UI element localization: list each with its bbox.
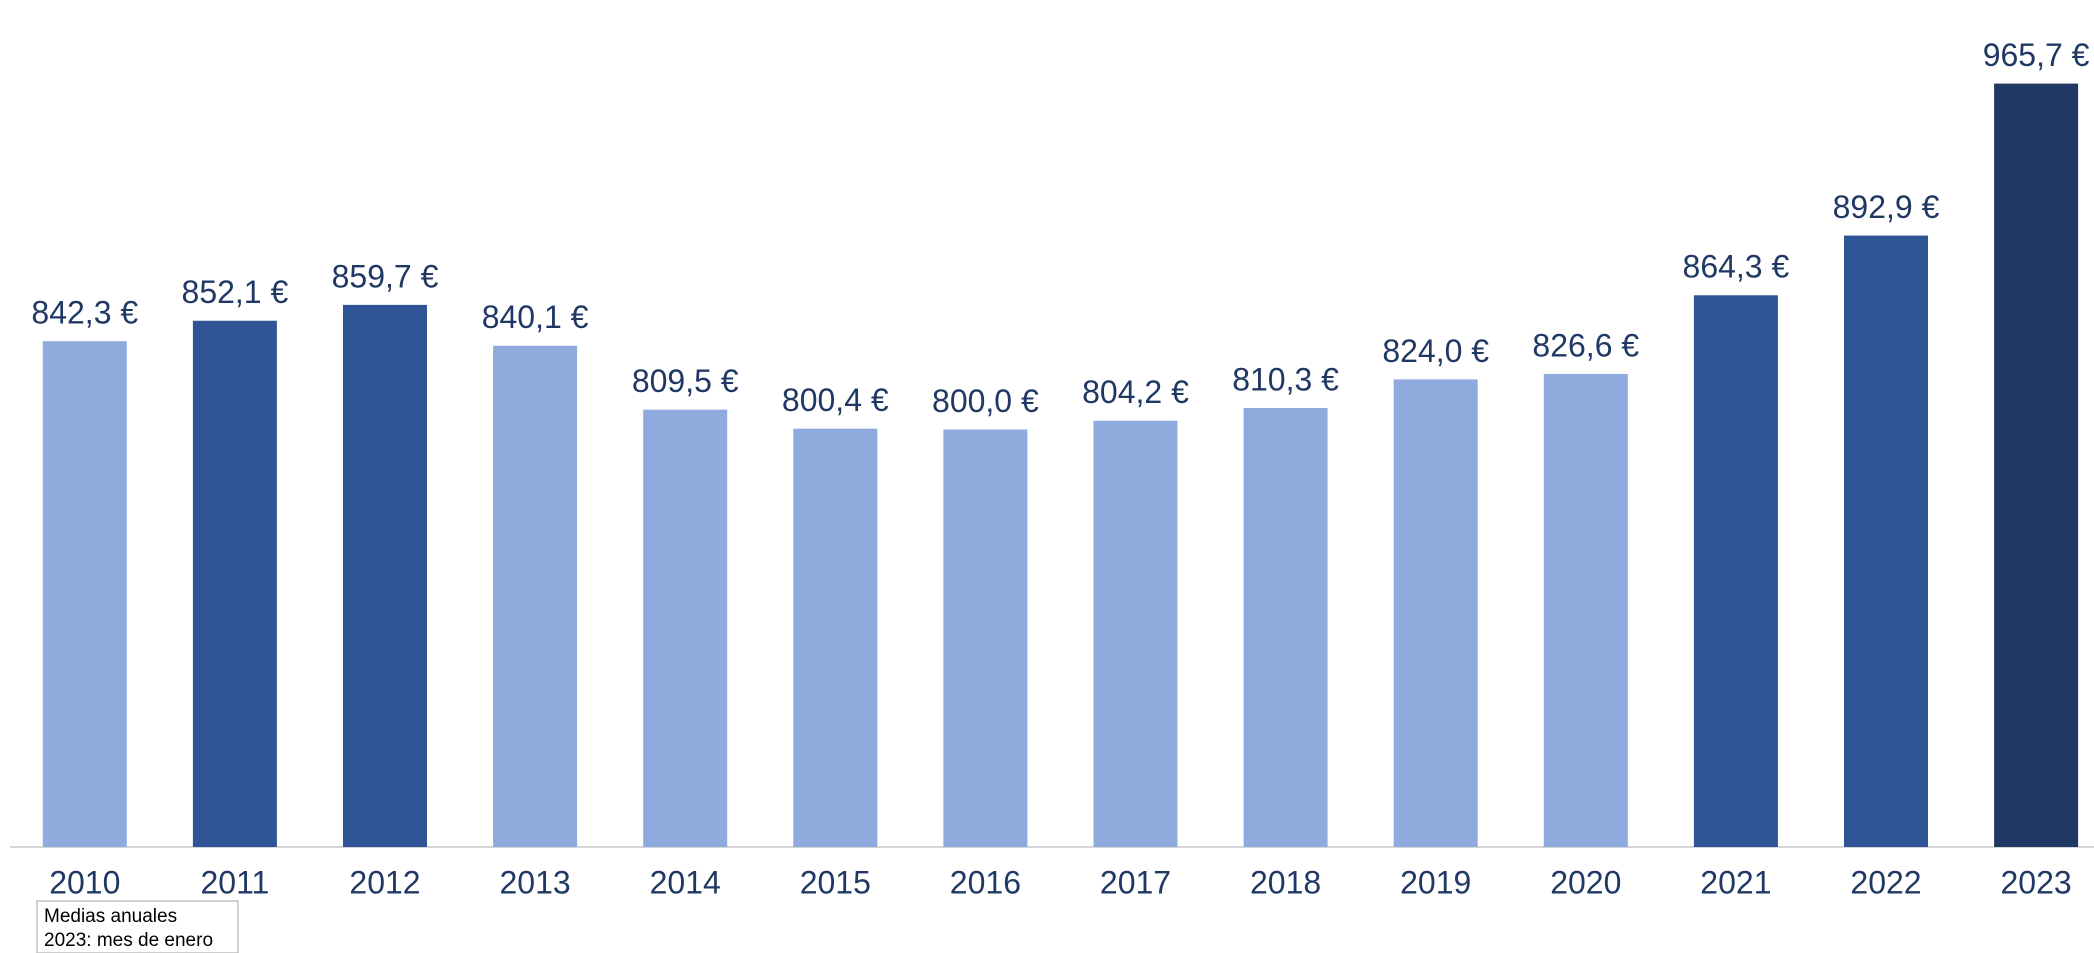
x-tick-label: 2012 [349, 864, 420, 900]
note-box [36, 900, 239, 953]
bar [943, 429, 1028, 847]
x-tick-label: 2020 [1550, 864, 1621, 900]
value-label: 859,7 € [332, 258, 439, 294]
x-tick-label: 2013 [500, 864, 571, 900]
value-label: 965,7 € [1983, 37, 2090, 73]
bar [493, 345, 578, 847]
x-tick-label: 2022 [1850, 864, 1921, 900]
value-label: 800,4 € [782, 382, 889, 418]
value-label: 804,2 € [1082, 374, 1189, 410]
value-label: 800,0 € [932, 383, 1039, 419]
value-label: 840,1 € [482, 299, 589, 335]
bar [643, 409, 728, 847]
bar [1844, 235, 1928, 848]
value-label: 842,3 € [31, 295, 138, 331]
bar [1093, 420, 1178, 847]
x-tick-label: 2016 [950, 864, 1021, 900]
note-line: 2023: mes de enero [44, 930, 213, 951]
x-tick-label: 2015 [800, 864, 871, 900]
bar [793, 428, 878, 847]
bar [1393, 379, 1478, 847]
bar [1243, 407, 1328, 847]
x-tick-label: 2017 [1100, 864, 1171, 900]
x-tick-label: 2018 [1250, 864, 1321, 900]
bar [343, 304, 427, 848]
x-tick-label: 2014 [650, 864, 721, 900]
value-label: 810,3 € [1232, 361, 1339, 397]
value-label: 852,1 € [182, 274, 289, 310]
x-tick-label: 2011 [200, 864, 269, 900]
bar [1543, 373, 1628, 847]
bar [1994, 83, 2079, 847]
x-tick-label: 2019 [1400, 864, 1471, 900]
value-label: 892,9 € [1833, 189, 1940, 225]
note-line: Medias anuales [44, 906, 177, 927]
value-label: 826,6 € [1532, 327, 1639, 363]
value-label: 809,5 € [632, 363, 739, 399]
x-tick-label: 2021 [1700, 864, 1771, 900]
value-label: 864,3 € [1683, 249, 1790, 285]
x-tick-label: 2010 [49, 864, 120, 900]
x-tick-label: 2023 [2001, 864, 2072, 900]
bar [1693, 295, 1778, 847]
value-label: 824,0 € [1382, 333, 1489, 369]
bar [192, 320, 277, 848]
bar [42, 341, 127, 847]
